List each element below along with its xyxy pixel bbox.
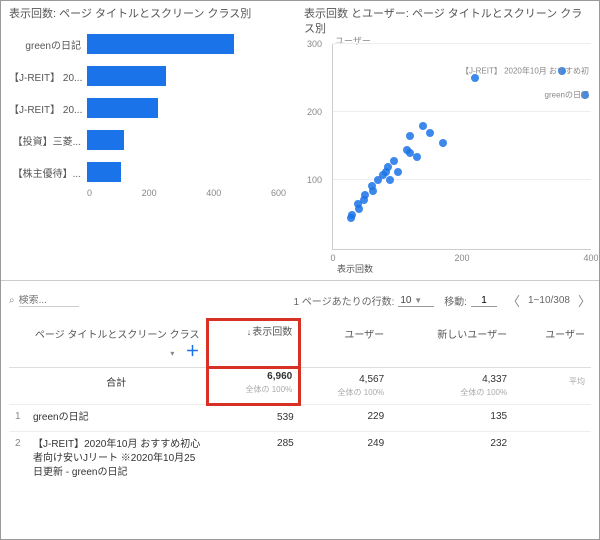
chevron-down-icon: ▾ [170,349,174,358]
bar-chart-panel: 表示回数: ページ タイトルとスクリーン クラス別 greenの日記【J-REI… [9,7,296,276]
scatter-y-label: ユーザー [335,34,371,47]
bar-row: 【株主優待】... [9,156,296,188]
col-user-extra[interactable]: ユーザー [513,320,591,368]
scatter-point[interactable] [394,168,402,176]
scatter-point[interactable] [439,139,447,147]
page-prev-button[interactable]: 〈 [507,291,520,310]
col-new-users[interactable]: 新しいユーザー [390,320,513,368]
col-views[interactable]: 表示回数 [207,320,300,368]
data-table: ページ タイトルとスクリーン クラス ▾ ＋ 表示回数 ユーザー 新しいユーザー… [9,318,591,486]
table-total-row: 合計 6,960全体の 100% 4,567全体の 100% 4,337全体の … [9,367,591,404]
bar-chart-title: 表示回数: ページ タイトルとスクリーン クラス別 [9,7,296,22]
goto-input[interactable] [471,295,497,307]
search-icon: ⌕ [9,295,15,306]
search-box[interactable]: ⌕ [9,295,79,307]
scatter-point[interactable] [386,176,394,184]
chevron-down-icon: ▼ [414,296,422,305]
scatter-point[interactable] [347,214,355,222]
goto-label: 移動: [444,293,467,308]
bar-row: 【投資】三菱... [9,124,296,156]
search-input[interactable] [19,295,79,307]
page-range: 1~10/308 [528,295,570,306]
total-label: 合計 [106,378,126,389]
scatter-point[interactable] [419,122,427,130]
scatter-point[interactable] [369,187,377,195]
col-users[interactable]: ユーザー [300,320,390,368]
rows-per-page-select[interactable]: 10 ▼ [398,295,434,307]
bar-row: 【J-REIT】 20... [9,60,296,92]
table-row[interactable]: 2【J-REIT】2020年10月 おすすめ初心者向け安いJリート ※2020年… [9,431,591,486]
scatter-point[interactable] [413,153,421,161]
scatter-point[interactable] [406,132,414,140]
bar-chart: greenの日記【J-REIT】 20...【J-REIT】 20...【投資】… [9,28,296,248]
bar-row: greenの日記 [9,28,296,60]
bar-row: 【J-REIT】 20... [9,92,296,124]
scatter-point[interactable] [426,129,434,137]
scatter-point[interactable] [355,205,363,213]
table-row[interactable]: 1greenの日記539229135 [9,404,591,431]
table-controls: ⌕ 1 ページあたりの行数: 10 ▼ 移動: 〈 1~10/308 〉 [9,287,591,314]
scatter-point[interactable] [374,176,382,184]
page-next-button[interactable]: 〉 [578,291,591,310]
scatter-chart: ユーザー 表示回数 1002003000200400【J-REIT】 2020年… [332,44,591,250]
scatter-panel: 表示回数 とユーザー: ページ タイトルとスクリーン クラス別 ユーザー 表示回… [304,7,591,276]
col-dimension[interactable]: ページ タイトルとスクリーン クラス ▾ ＋ [27,320,207,368]
rows-per-page-label: 1 ページあたりの行数: [293,293,394,308]
scatter-x-label: 表示回数 [337,262,373,275]
add-dimension-button[interactable]: ＋ [186,343,200,359]
